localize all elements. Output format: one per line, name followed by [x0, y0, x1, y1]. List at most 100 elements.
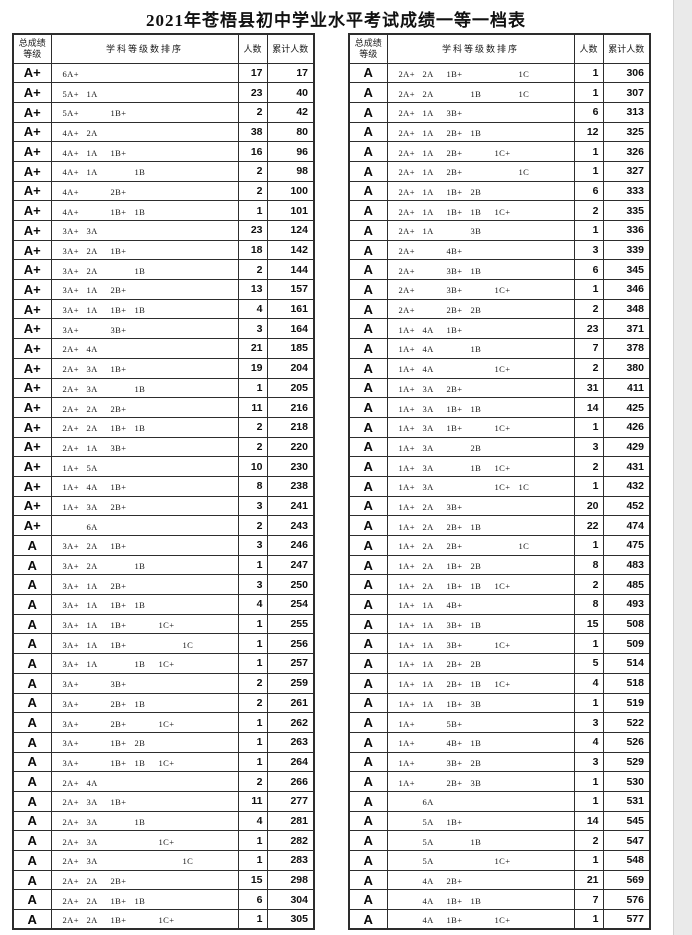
grade-slot: 1B — [134, 600, 146, 611]
header-row: 总成绩 等级 学科等级数排序 人数 累计人数 — [348, 33, 651, 64]
grade-slot: 2A+ — [398, 88, 415, 99]
grade-slot: 1B+ — [446, 915, 463, 926]
count-cell: 1 — [237, 830, 268, 851]
grade-slot: 3B+ — [446, 285, 463, 296]
table-row: A 1A+ 1A 3B+ 1C+ 1 509 — [348, 633, 651, 655]
subject-sequence-cell: 2A+ 1A 2B+ 1C+ — [386, 141, 575, 162]
count-cell: 38 — [237, 121, 268, 143]
grade-slot: 4A — [422, 324, 434, 335]
count-cell: 6 — [573, 259, 604, 281]
grade-slot: 1A — [86, 442, 98, 453]
grade-slot: 2B+ — [446, 383, 463, 394]
cumulative-cell: 100 — [266, 180, 315, 202]
grade-slot: 1A+ — [398, 620, 415, 631]
count-cell: 1 — [573, 141, 604, 162]
cumulative-cell: 157 — [266, 279, 315, 300]
results-table-right: 总成绩 等级 学科等级数排序 人数 累计人数 A 2A+ 2A 1B+ 1C 1 306 A 2… — [348, 33, 651, 931]
table-row: A 2A+ 1A 1B+ 1B 1C+ 2 335 — [348, 200, 651, 221]
subject-sequence-cell: 1A+ 2B+ 3B — [386, 771, 575, 792]
cumulative-cell: 333 — [602, 180, 651, 202]
grade-cell: A — [348, 731, 388, 753]
grade-slot: 3A+ — [62, 246, 79, 257]
table-row: A+ 6A 2 243 — [12, 515, 315, 536]
count-cell: 6 — [573, 180, 604, 202]
grade-slot: 1C+ — [158, 757, 175, 768]
table-row: A 1A+ 1A 3B+ 1B 15 508 — [348, 613, 651, 635]
header-subject-order: 学科等级数排序 — [386, 33, 575, 64]
subject-sequence-cell: 1A+ 4A 1B+ — [386, 318, 575, 340]
grade-cell: A — [348, 298, 388, 320]
subject-sequence-cell: 4A+ 1A 1B+ — [50, 141, 239, 162]
subject-sequence-cell: 1A+ 4B+ 1B — [386, 731, 575, 753]
grade-slot: 1C+ — [494, 639, 511, 650]
grade-slot: 1B+ — [110, 364, 127, 375]
grade-cell: A — [348, 338, 388, 359]
cumulative-cell: 327 — [602, 160, 651, 182]
subject-sequence-cell: 3A+ 1A 1B+ 1C+ — [50, 613, 239, 635]
grade-slot: 4A+ — [62, 206, 79, 217]
count-cell: 1 — [573, 160, 604, 182]
subject-sequence-cell: 3A+ 2B+ 1B — [50, 692, 239, 714]
cumulative-cell: 514 — [602, 653, 651, 674]
count-cell: 2 — [237, 416, 268, 438]
grade-cell: A — [348, 200, 388, 221]
table-row: A+ 3A+ 1A 1B+ 1B 4 161 — [12, 298, 315, 320]
grade-slot: 1A — [86, 580, 98, 591]
subject-sequence-cell: 1A+ 2A 3B+ — [386, 495, 575, 517]
grade-slot: 2A — [86, 915, 98, 926]
grade-slot: 2B+ — [110, 501, 127, 512]
grade-slot: 1A+ — [398, 521, 415, 532]
table-row: A 1A+ 4A 1B 7 378 — [348, 338, 651, 359]
cumulative-cell: 204 — [266, 357, 315, 379]
grade-slot: 4B+ — [446, 600, 463, 611]
grade-slot: 2B+ — [446, 777, 463, 788]
table-row: A 5A 1C+ 1 548 — [348, 850, 651, 871]
grade-cell: A — [348, 830, 388, 851]
grade-slot: 2A — [422, 580, 434, 591]
grade-cell: A — [348, 850, 388, 871]
grade-slot: 2B+ — [110, 698, 127, 709]
count-cell: 12 — [573, 121, 604, 143]
subject-sequence-cell: 1A+ 1A 3B+ 1C+ — [386, 633, 575, 655]
grade-cell: A+ — [12, 121, 52, 143]
subject-sequence-cell: 4A+ 2B+ — [50, 180, 239, 202]
count-cell: 1 — [237, 554, 268, 576]
grade-cell: A — [348, 416, 388, 438]
count-cell: 22 — [573, 515, 604, 536]
cumulative-cell: 230 — [266, 456, 315, 477]
cumulative-cell: 142 — [266, 239, 315, 261]
grade-slot: 1C+ — [494, 462, 511, 473]
grade-cell: A — [348, 692, 388, 714]
table-row: A+ 5A+ 1A 23 40 — [12, 82, 315, 103]
count-cell: 1 — [237, 613, 268, 635]
grade-slot: 1A+ — [398, 580, 415, 591]
table-row: A 3A+ 2A 1B+ 3 246 — [12, 535, 315, 556]
grade-cell: A — [348, 456, 388, 477]
subject-sequence-cell: 2A+ 3A 1B — [50, 810, 239, 832]
subject-sequence-cell: 3A+ 2A 1B — [50, 554, 239, 576]
count-cell: 3 — [237, 535, 268, 556]
cumulative-cell: 298 — [266, 869, 315, 891]
table-row: A 1A+ 4A 1C+ 2 380 — [348, 357, 651, 379]
count-cell: 1 — [573, 535, 604, 556]
subject-sequence-cell: 3A+ 3B+ — [50, 318, 239, 340]
table-row: A 3A+ 3B+ 2 259 — [12, 672, 315, 694]
cumulative-cell: 326 — [602, 141, 651, 162]
table-row: A 1A+ 1A 2B+ 2B 5 514 — [348, 653, 651, 674]
grade-cell: A+ — [12, 416, 52, 438]
grade-slot: 2B+ — [110, 580, 127, 591]
grade-slot: 4A — [422, 364, 434, 375]
grade-slot: 1B — [134, 383, 146, 394]
grade-slot: 1A+ — [398, 403, 415, 414]
grade-slot: 4A — [86, 777, 98, 788]
grade-slot: 2A+ — [62, 836, 79, 847]
cumulative-cell: 164 — [266, 318, 315, 340]
grade-cell: A+ — [12, 259, 52, 281]
subject-sequence-cell: 3A+ 1A 1B+ 1B — [50, 298, 239, 320]
grade-slot: 5A — [422, 816, 434, 827]
grade-cell: A+ — [12, 141, 52, 162]
tables-container: 总成绩 等级 学科等级数排序 人数 累计人数 A+ 6A+ 17 17 A+ 5A+ 1A 2… — [12, 33, 651, 931]
grade-slot: 3A+ — [62, 659, 79, 670]
grade-slot: 1A — [422, 127, 434, 138]
grade-slot: 1A — [86, 639, 98, 650]
